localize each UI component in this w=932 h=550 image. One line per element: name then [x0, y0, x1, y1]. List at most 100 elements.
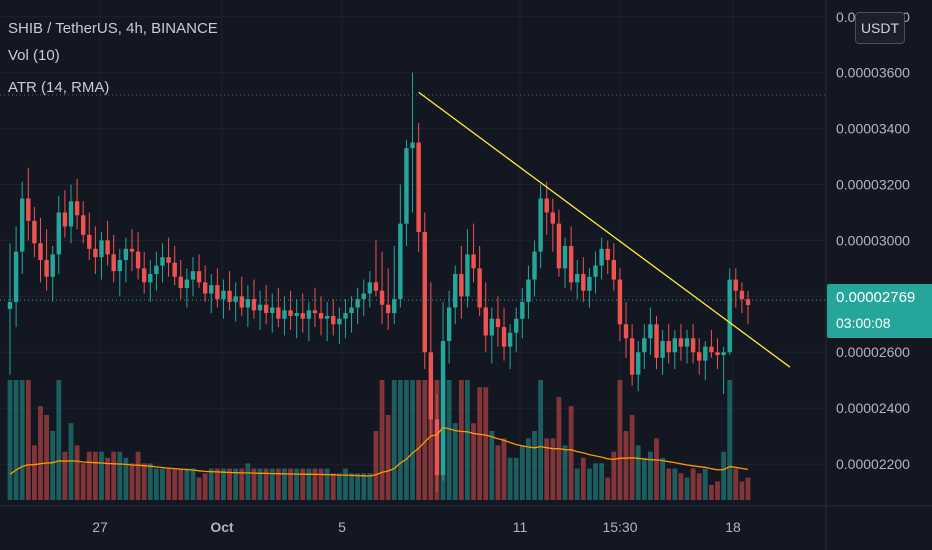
- volume-bar: [611, 451, 617, 500]
- candle-body: [526, 279, 531, 302]
- volume-bar: [99, 451, 104, 500]
- candle-body: [416, 142, 421, 233]
- volume-bar: [702, 468, 708, 500]
- candle-body: [568, 246, 574, 283]
- candle-body: [160, 257, 165, 266]
- candle-body: [373, 282, 379, 291]
- candle-body: [575, 273, 580, 283]
- candle-body: [697, 352, 702, 361]
- candle-body: [715, 352, 720, 356]
- price-tick-label: 0.00002400: [836, 400, 910, 416]
- candle-body: [538, 198, 543, 252]
- volume-bar: [153, 468, 159, 500]
- volume-bar: [196, 477, 202, 500]
- candle-body: [703, 346, 708, 361]
- volume-bar: [349, 473, 354, 500]
- volume-bar: [416, 380, 422, 500]
- volume-bar: [300, 468, 306, 500]
- atr-legend[interactable]: ATR (14, RMA): [8, 79, 110, 96]
- candle-body: [324, 315, 330, 319]
- volume-bar: [587, 468, 592, 500]
- volume-bar: [117, 451, 123, 500]
- candle-body: [312, 310, 318, 314]
- last-price-tag: 0.00002769 03:00:08: [827, 284, 932, 338]
- candle-body: [507, 332, 513, 347]
- volume-bar: [483, 387, 489, 500]
- candle-body: [93, 248, 98, 258]
- volume-bar: [178, 468, 184, 500]
- candle-body: [514, 318, 519, 333]
- volume-bar: [367, 473, 373, 500]
- candle-body: [654, 324, 659, 358]
- volume-bar: [519, 445, 525, 500]
- candle-body: [489, 318, 495, 336]
- candle-body: [550, 212, 556, 224]
- time-tick-label: 11: [513, 519, 528, 535]
- candle-body: [215, 285, 220, 300]
- candle-body: [440, 341, 446, 476]
- volume-bar: [562, 445, 568, 500]
- volume-bar: [190, 468, 196, 500]
- volume-bar: [404, 380, 409, 500]
- volume-bar: [38, 406, 43, 500]
- time-tick-label: 27: [92, 519, 108, 535]
- candle-body: [343, 313, 348, 319]
- volume-bar: [208, 468, 214, 500]
- volume-bar: [245, 463, 251, 500]
- volume-bar: [221, 468, 226, 500]
- candle-body: [672, 338, 678, 353]
- candle-body: [465, 254, 470, 297]
- candle-body: [434, 419, 440, 476]
- volume-bar: [324, 468, 330, 500]
- candle-body: [361, 293, 366, 300]
- candle-body: [367, 282, 373, 294]
- volume-bar: [74, 445, 80, 500]
- candle-body: [666, 341, 671, 353]
- currency-button[interactable]: USDT: [855, 12, 905, 44]
- candle-body: [581, 273, 586, 291]
- symbol-legend[interactable]: SHIB / TetherUS, 4h, BINANCE: [8, 20, 218, 37]
- volume-bar: [355, 473, 361, 500]
- candle-body: [209, 285, 214, 294]
- candle-body: [87, 234, 92, 249]
- candle-body: [276, 307, 281, 319]
- candle-body: [19, 198, 25, 252]
- candle-body: [495, 318, 501, 328]
- candle-body: [605, 248, 610, 260]
- volume-bar: [654, 438, 659, 500]
- volume-bar: [678, 473, 684, 500]
- candle-body: [288, 310, 293, 316]
- volume-bar: [617, 380, 623, 500]
- volume-bar: [446, 380, 452, 500]
- volume-bar: [86, 451, 92, 500]
- volume-bar: [343, 468, 348, 500]
- candle-body: [13, 251, 19, 302]
- candle-body: [117, 259, 122, 272]
- candle-body: [44, 259, 49, 277]
- volume-bar: [532, 431, 537, 500]
- price-tick-label: 0.00003000: [836, 232, 910, 248]
- candle-body: [251, 299, 257, 311]
- candle-body: [172, 262, 177, 277]
- candle-body: [629, 338, 635, 375]
- trendline[interactable]: [418, 91, 791, 368]
- volume-bar: [641, 457, 647, 500]
- candle-body: [636, 352, 641, 375]
- candle-body: [32, 220, 37, 244]
- time-tick-label: 18: [725, 519, 741, 535]
- candle-body: [239, 296, 244, 308]
- candle-body: [532, 251, 537, 280]
- volume-bar: [19, 380, 25, 500]
- price-tick-label: 0.00002200: [836, 456, 910, 472]
- volume-bar: [672, 468, 678, 500]
- candle-body: [318, 313, 324, 319]
- volume-bar: [495, 445, 501, 500]
- volume-legend[interactable]: Vol (10): [8, 47, 60, 64]
- price-tick-label: 0.00003200: [836, 177, 910, 193]
- volume-bar: [330, 473, 336, 500]
- volume-bar: [214, 468, 220, 500]
- candle-body: [593, 265, 598, 277]
- volume-bar: [568, 406, 574, 500]
- volume-bars: [7, 380, 751, 500]
